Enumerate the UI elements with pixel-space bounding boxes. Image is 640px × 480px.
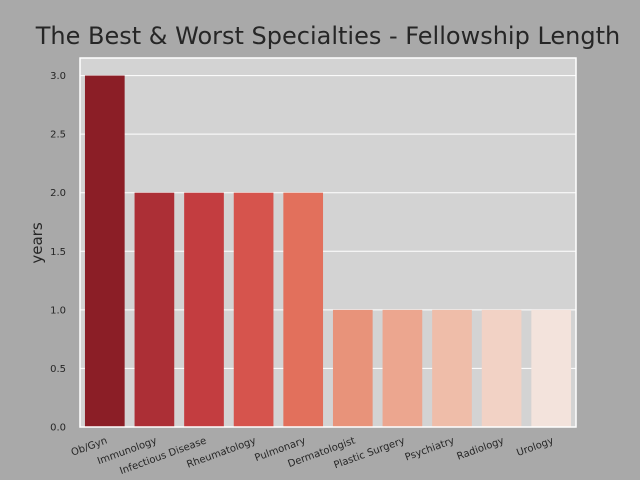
bar xyxy=(184,192,224,427)
plot-frame xyxy=(79,57,577,428)
y-tick-label: 2.0 xyxy=(50,188,66,199)
bar xyxy=(531,309,572,427)
y-tick-labels: 0.0 0.5 1.0 1.5 2.0 2.5 3.0 xyxy=(50,71,66,433)
bar xyxy=(432,309,472,427)
y-tick-label: 3.0 xyxy=(50,71,66,82)
bar xyxy=(134,192,175,427)
y-tick-label: 1.0 xyxy=(50,305,66,316)
bar xyxy=(382,309,423,427)
bar xyxy=(84,75,125,428)
bars xyxy=(84,75,572,428)
y-tick-label: 0.5 xyxy=(50,364,66,375)
y-tick-label: 1.5 xyxy=(50,247,66,258)
bar xyxy=(283,192,324,427)
y-tick-label: 0.0 xyxy=(50,423,66,434)
y-axis-label: years xyxy=(28,222,46,263)
bar xyxy=(233,192,274,427)
y-tick-label: 2.5 xyxy=(50,130,66,141)
chart-title: The Best & Worst Specialties - Fellowshi… xyxy=(35,22,620,50)
bar xyxy=(332,309,373,427)
bar xyxy=(481,309,522,427)
